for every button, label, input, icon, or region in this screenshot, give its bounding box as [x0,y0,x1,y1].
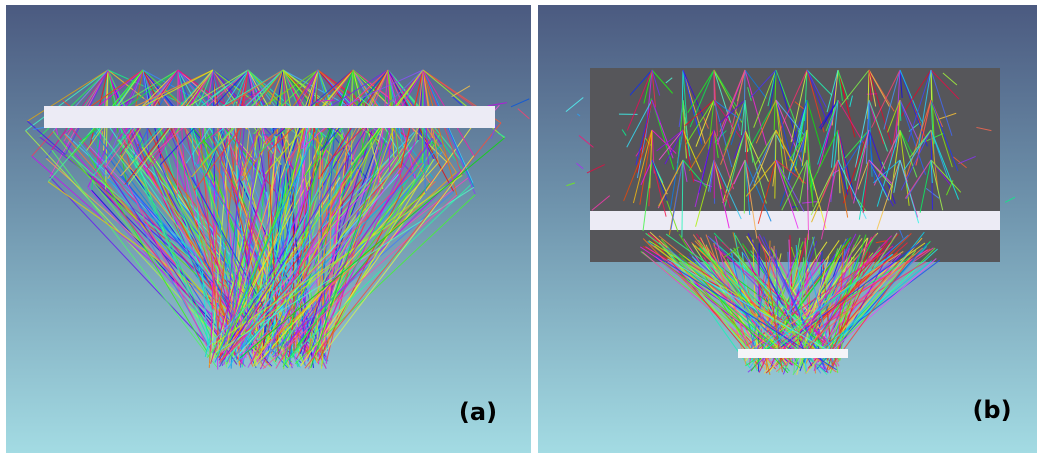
page: (a) (b) (() => { const data = JSON.parse… [0,0,1042,456]
panel-label: (a) [459,398,497,426]
panel-a-bar [44,106,495,128]
panel-b-receiver [738,349,848,358]
ray [931,70,932,100]
ray [744,160,745,214]
panel-label: (b) [972,396,1011,424]
panel-a-background [6,5,531,453]
panel-b-bar [590,211,1000,230]
figure: (a) (b) [0,0,1042,456]
